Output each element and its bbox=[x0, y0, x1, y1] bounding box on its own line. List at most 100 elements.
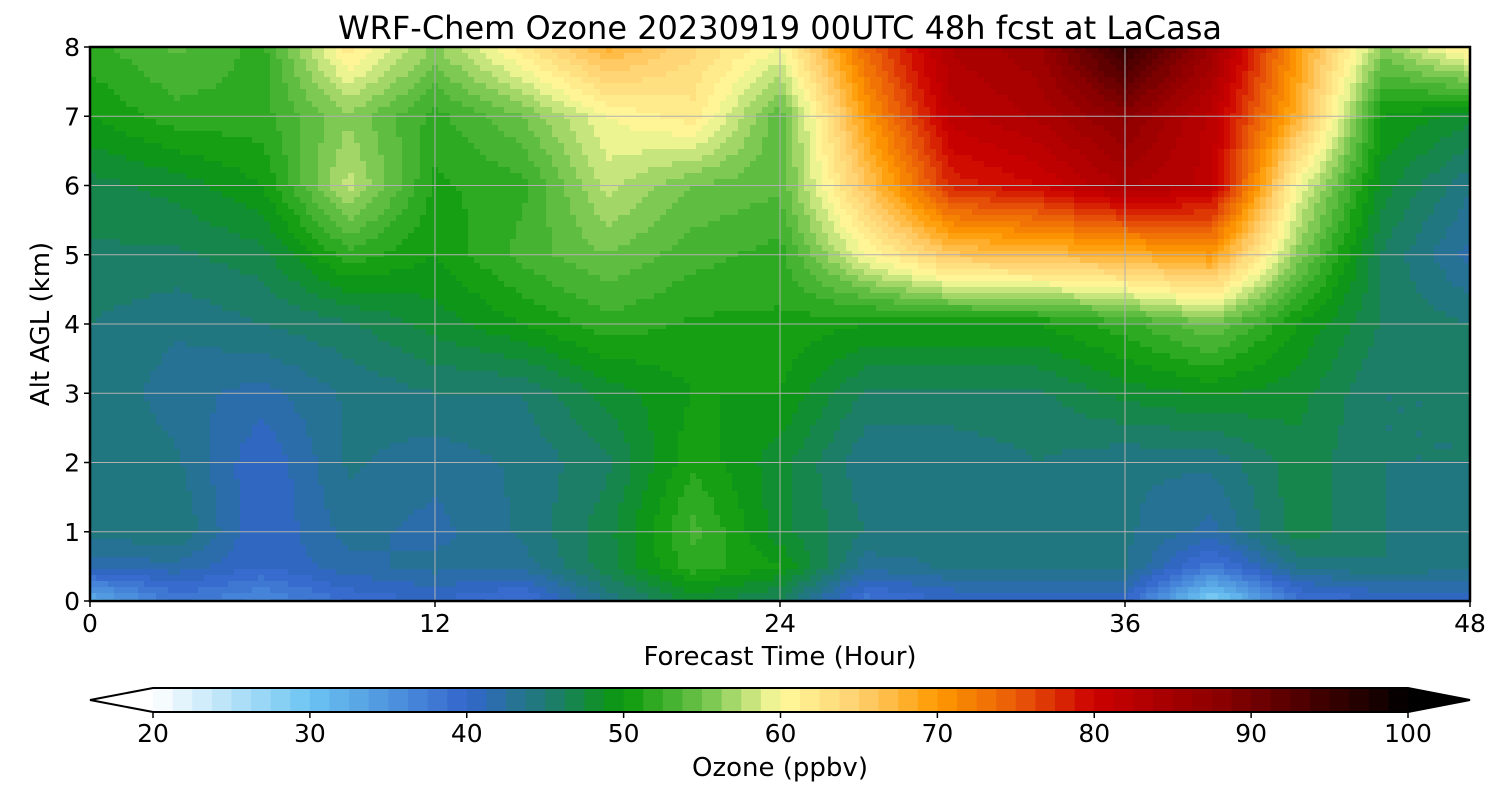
contour-cell bbox=[786, 149, 793, 156]
contour-cell bbox=[1044, 125, 1051, 132]
contour-cell bbox=[252, 95, 259, 102]
contour-cell bbox=[870, 137, 877, 144]
contour-cell bbox=[1434, 143, 1441, 150]
contour-cell bbox=[1098, 83, 1105, 90]
contour-cell bbox=[1332, 143, 1339, 150]
contour-cell bbox=[588, 53, 595, 60]
contour-cell bbox=[1206, 95, 1213, 102]
contour-cell bbox=[672, 47, 679, 54]
contour-cell bbox=[1032, 143, 1039, 150]
contour-cell bbox=[1116, 119, 1123, 126]
contour-cell bbox=[222, 155, 229, 162]
contour-cell bbox=[516, 107, 523, 114]
contour-cell bbox=[1416, 65, 1423, 72]
contour-cell bbox=[678, 149, 685, 156]
contour-cell bbox=[930, 77, 937, 84]
contour-cell bbox=[738, 167, 745, 174]
contour-cell bbox=[450, 71, 457, 78]
contour-cell bbox=[420, 161, 427, 168]
contour-cell bbox=[486, 161, 493, 168]
contour-cell bbox=[978, 149, 985, 156]
contour-cell bbox=[210, 173, 217, 180]
contour-cell bbox=[510, 125, 517, 132]
contour-cell bbox=[900, 47, 907, 54]
contour-cell bbox=[1404, 161, 1411, 168]
contour-cell bbox=[774, 173, 781, 180]
contour-cell bbox=[720, 101, 727, 108]
contour-cell bbox=[1008, 77, 1015, 84]
contour-cell bbox=[1302, 77, 1309, 84]
contour-cell bbox=[582, 149, 589, 156]
contour-cell bbox=[756, 137, 763, 144]
contour-cell bbox=[786, 143, 793, 150]
contour-cell bbox=[1260, 59, 1267, 66]
contour-cell bbox=[1386, 59, 1393, 66]
contour-cell bbox=[1374, 167, 1381, 174]
contour-cell bbox=[1452, 143, 1459, 150]
contour-cell bbox=[1044, 143, 1051, 150]
contour-cell bbox=[1008, 161, 1015, 168]
contour-cell bbox=[828, 101, 835, 108]
contour-cell bbox=[204, 119, 211, 126]
contour-cell bbox=[738, 59, 745, 66]
contour-cell bbox=[246, 143, 253, 150]
contour-cell bbox=[1242, 149, 1249, 156]
contour-cell bbox=[1182, 83, 1189, 90]
contour-cell bbox=[354, 161, 361, 168]
contour-cell bbox=[414, 155, 421, 162]
contour-cell bbox=[186, 89, 193, 96]
contour-cell bbox=[558, 173, 565, 180]
contour-cell bbox=[996, 125, 1003, 132]
contour-cell bbox=[1254, 143, 1261, 150]
contour-cell bbox=[204, 131, 211, 138]
contour-cell bbox=[210, 83, 217, 90]
contour-cell bbox=[228, 137, 235, 144]
contour-cell bbox=[876, 131, 883, 138]
contour-cell bbox=[1308, 137, 1315, 144]
contour-cell bbox=[612, 65, 619, 72]
contour-cell bbox=[354, 83, 361, 90]
contour-cell bbox=[606, 119, 613, 126]
contour-cell bbox=[750, 143, 757, 150]
contour-cell bbox=[810, 155, 817, 162]
contour-cell bbox=[1032, 149, 1039, 156]
contour-cell bbox=[660, 89, 667, 96]
contour-cell bbox=[1068, 83, 1075, 90]
contour-cell bbox=[558, 47, 565, 54]
contour-cell bbox=[696, 59, 703, 66]
contour-cell bbox=[462, 89, 469, 96]
contour-cell bbox=[1308, 167, 1315, 174]
contour-cell bbox=[354, 53, 361, 60]
contour-cell bbox=[210, 137, 217, 144]
contour-cell bbox=[654, 149, 661, 156]
contour-cell bbox=[1248, 107, 1255, 114]
contour-cell bbox=[1050, 47, 1057, 54]
contour-cell bbox=[1296, 77, 1303, 84]
contour-cell bbox=[576, 59, 583, 66]
contour-cell bbox=[744, 125, 751, 132]
contour-cell bbox=[828, 71, 835, 78]
contour-cell bbox=[924, 71, 931, 78]
contour-cell bbox=[744, 77, 751, 84]
contour-cell bbox=[666, 119, 673, 126]
contour-cell bbox=[642, 143, 649, 150]
contour-cell bbox=[294, 119, 301, 126]
contour-cell bbox=[1374, 119, 1381, 126]
contour-cell bbox=[324, 167, 331, 174]
contour-cell bbox=[840, 167, 847, 174]
contour-cell bbox=[354, 131, 361, 138]
contour-cell bbox=[480, 119, 487, 126]
contour-cell bbox=[414, 149, 421, 156]
contour-cell bbox=[1224, 149, 1231, 156]
contour-cell bbox=[150, 173, 157, 180]
contour-cell bbox=[690, 65, 697, 72]
contour-cell bbox=[1152, 125, 1159, 132]
contour-cell bbox=[162, 137, 169, 144]
contour-cell bbox=[1230, 143, 1237, 150]
contour-cell bbox=[612, 167, 619, 174]
contour-cell bbox=[726, 77, 733, 84]
contour-cell bbox=[720, 167, 727, 174]
contour-cell bbox=[864, 119, 871, 126]
contour-cell bbox=[174, 173, 181, 180]
contour-cell bbox=[1170, 101, 1177, 108]
